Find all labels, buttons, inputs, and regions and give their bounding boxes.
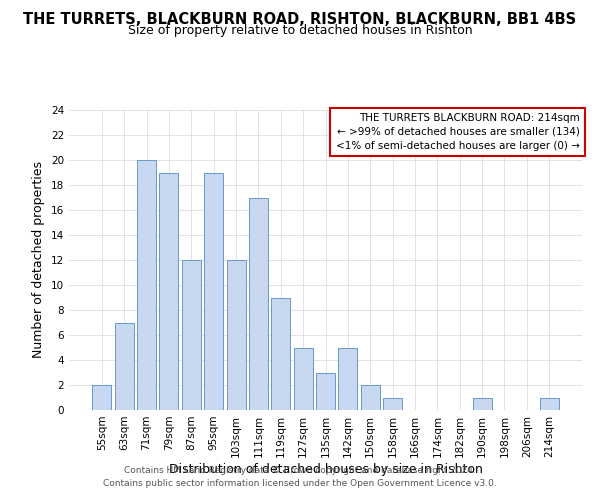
Bar [137, 160, 156, 410]
Bar [293, 348, 313, 410]
Bar [271, 298, 290, 410]
Bar [539, 398, 559, 410]
Text: THE TURRETS, BLACKBURN ROAD, RISHTON, BLACKBURN, BB1 4BS: THE TURRETS, BLACKBURN ROAD, RISHTON, BL… [23, 12, 577, 28]
Bar [383, 398, 402, 410]
Bar [473, 398, 491, 410]
X-axis label: Distribution of detached houses by size in Rishton: Distribution of detached houses by size … [169, 462, 482, 475]
Bar [92, 385, 112, 410]
Text: THE TURRETS BLACKBURN ROAD: 214sqm
← >99% of detached houses are smaller (134)
<: THE TURRETS BLACKBURN ROAD: 214sqm ← >99… [335, 113, 580, 151]
Text: Size of property relative to detached houses in Rishton: Size of property relative to detached ho… [128, 24, 472, 37]
Bar [249, 198, 268, 410]
Bar [160, 172, 178, 410]
Bar [115, 322, 134, 410]
Bar [204, 172, 223, 410]
Text: Contains HM Land Registry data © Crown copyright and database right 2024.
Contai: Contains HM Land Registry data © Crown c… [103, 466, 497, 487]
Y-axis label: Number of detached properties: Number of detached properties [32, 162, 46, 358]
Bar [338, 348, 358, 410]
Bar [361, 385, 380, 410]
Bar [182, 260, 201, 410]
Bar [316, 372, 335, 410]
Bar [227, 260, 245, 410]
